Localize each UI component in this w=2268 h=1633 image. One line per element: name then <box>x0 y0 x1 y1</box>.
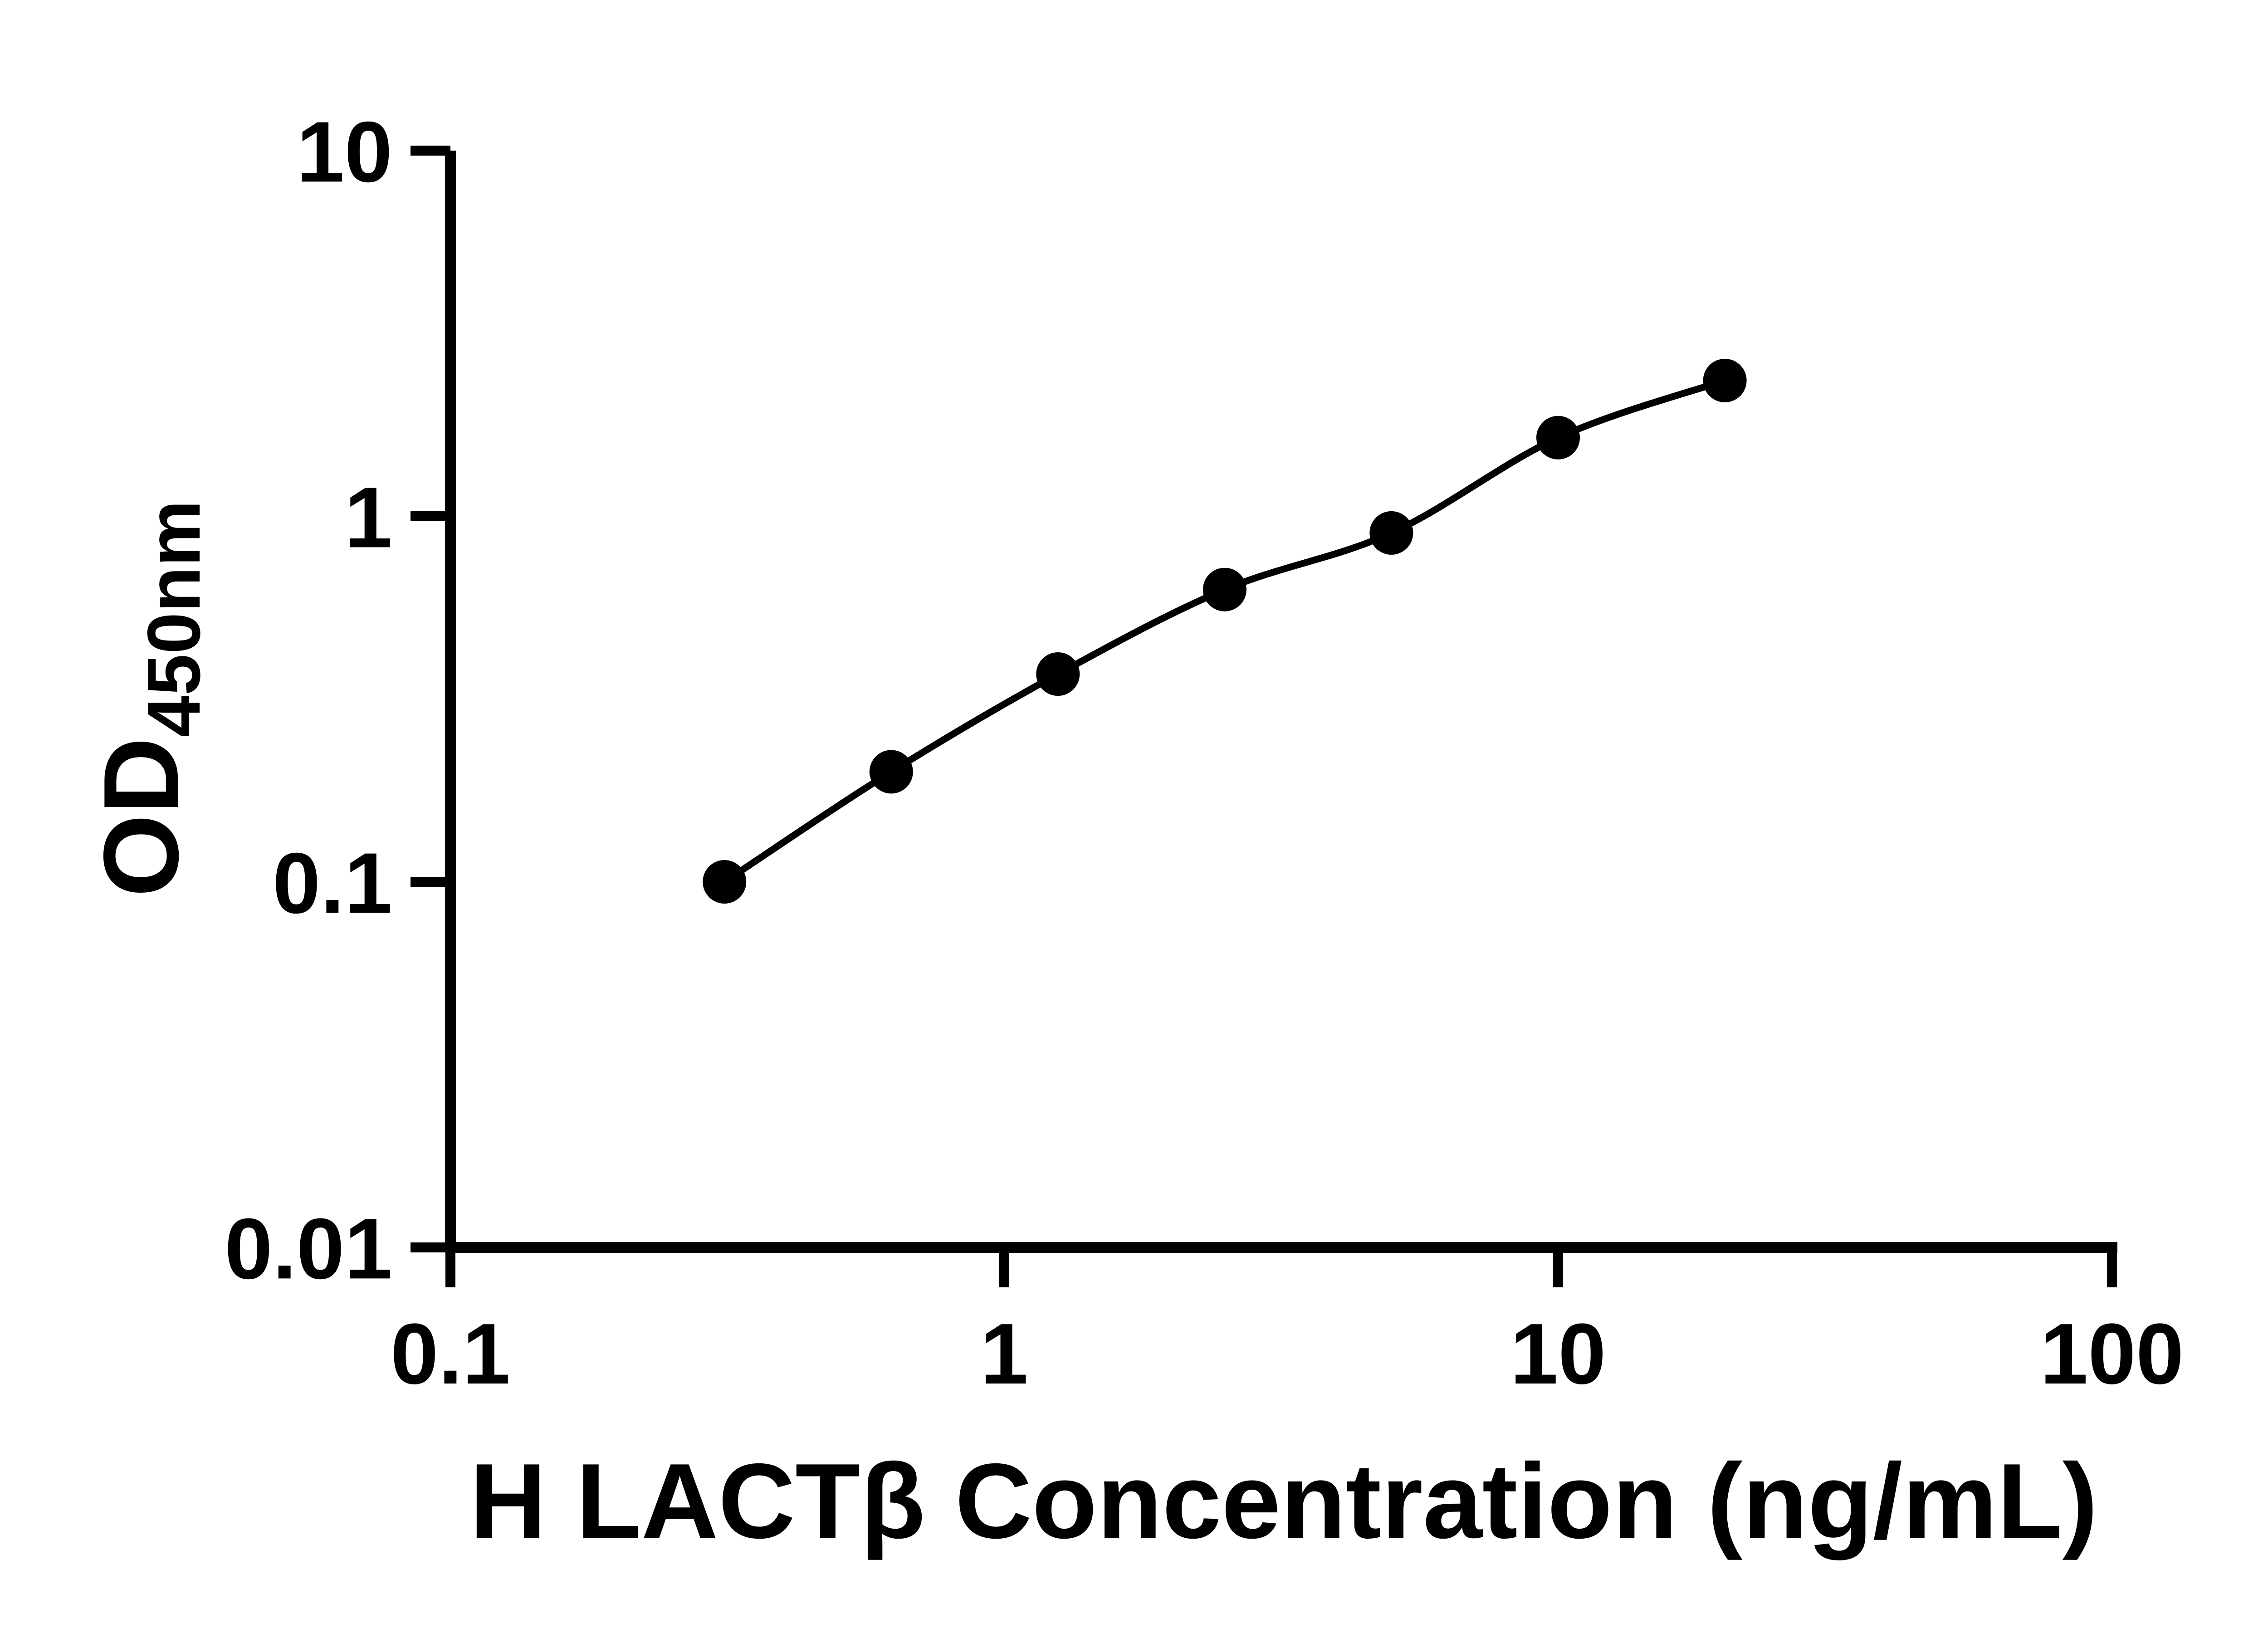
y-tick-label-0.01: 0.01 <box>225 1201 392 1297</box>
x-tick-label-100: 100 <box>2040 1306 2184 1402</box>
y-tick-label-0.1: 0.1 <box>273 835 392 931</box>
x-tick-label-1: 1 <box>980 1306 1028 1402</box>
axis-titles-group: H LACTβ Concentration (ng/mL) OD450nm <box>81 500 2098 1560</box>
data-point-6 <box>1536 416 1580 460</box>
y-axis-title: OD450nm <box>81 500 215 897</box>
y-axis-title-subscript: 450nm <box>132 500 215 737</box>
y-axis-title-main: OD <box>81 737 200 897</box>
data-point-3 <box>1036 652 1080 696</box>
x-tick-label-10: 10 <box>1510 1306 1606 1402</box>
data-point-7 <box>1703 358 1747 402</box>
data-point-5 <box>1369 511 1413 555</box>
x-tick-label-0.1: 0.1 <box>391 1306 510 1402</box>
standard-curve-line <box>721 377 1729 885</box>
y-tick-label-10: 10 <box>297 104 392 200</box>
x-axis-title: H LACTβ Concentration (ng/mL) <box>469 1441 2098 1560</box>
data-point-1 <box>703 860 747 904</box>
data-series-group <box>703 358 1747 904</box>
axes-group <box>445 151 2117 1253</box>
data-point-2 <box>869 750 913 794</box>
y-tick-label-1: 1 <box>344 469 392 566</box>
data-point-4 <box>1202 567 1246 611</box>
ticks-group <box>411 146 2117 1287</box>
